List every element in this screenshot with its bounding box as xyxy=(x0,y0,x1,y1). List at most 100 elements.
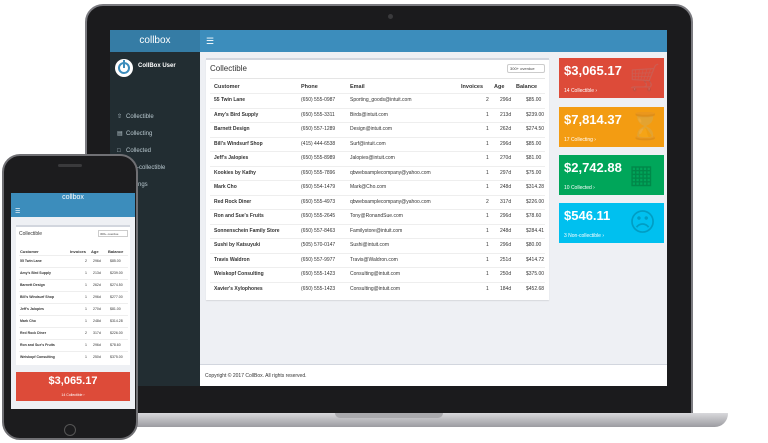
cell-phone: (650) 555-1423 xyxy=(301,271,336,277)
table-row[interactable]: Barnett Design (650) 557-1289 Design@intui… xyxy=(210,122,545,136)
summary-link[interactable]: 3 Non-collectible › xyxy=(564,233,605,239)
col-header-invoices[interactable]: Invoices xyxy=(461,84,484,90)
overdue-filter-select[interactable]: 300+ overdue xyxy=(507,64,545,73)
phone-screen: collbox ☰ Collectible 300+ overdue Custo… xyxy=(11,193,135,409)
col-header-balance[interactable]: Balance xyxy=(516,84,538,90)
cell-phone: (650) 555-2645 xyxy=(301,213,336,219)
table-row[interactable]: Red Rock Diner 2 317d $226.00 xyxy=(19,327,128,339)
table-row[interactable]: Red Rock Diner (650) 555-4973 qbwebsamplec… xyxy=(210,194,545,209)
table-row[interactable]: Mark Cho (650) 554-1479 Mark@Cho.com 1 248d $… xyxy=(210,180,545,194)
phone-collectible-summary-box[interactable]: $3,065.17 14 Collectible › xyxy=(16,372,130,401)
cell-invoices: 1 xyxy=(486,227,489,234)
table-row[interactable]: Jeff's Jalopies 1 270d $81.00 xyxy=(19,303,128,315)
col-header-customer[interactable]: Customer xyxy=(20,249,39,254)
collectible-summary-box[interactable]: $3,065.17 14 Collectible › 🛒 xyxy=(559,58,664,98)
cell-customer: Mark Cho xyxy=(20,319,36,323)
overdue-filter-select[interactable]: 300+ overdue xyxy=(98,230,128,237)
table-row[interactable]: Weiskopf Consulting 1 250d $375.00 xyxy=(19,351,128,363)
cell-email: Surf@intuit.com xyxy=(350,140,386,147)
speaker xyxy=(58,164,82,167)
summary-link[interactable]: 17 Collecting › xyxy=(564,137,596,143)
cell-customer: 55 Twin Lane xyxy=(20,259,42,263)
upload-icon: ⇧ xyxy=(117,114,123,120)
hamburger-menu-icon[interactable]: ☰ xyxy=(206,36,215,46)
col-header-age[interactable]: Age xyxy=(494,84,505,90)
cell-balance: $414.72 xyxy=(526,256,545,263)
collected-summary-box[interactable]: $2,742.88 10 Collected › ▦ xyxy=(559,155,664,195)
cell-email: Design@intuit.com xyxy=(350,126,393,132)
summary-link[interactable]: 14 Collectible › xyxy=(61,393,85,397)
table-row[interactable]: Amy's Bird Supply 1 213d $239.00 xyxy=(19,267,128,279)
cell-customer: Barnett Design xyxy=(214,126,250,132)
table-row[interactable]: Sonnenschein Family Store (650) 557-8463 F… xyxy=(210,223,545,238)
table-row[interactable]: Mark Cho 1 248d $314.28 xyxy=(19,315,128,327)
table-row[interactable]: Travis Waldron (650) 557-9977 Travis@Waldr… xyxy=(210,252,545,267)
col-header-customer[interactable]: Customer xyxy=(214,84,240,90)
collecting-summary-box[interactable]: $7,814.37 17 Collecting › ⌛ xyxy=(559,107,664,147)
cell-invoices: 1 xyxy=(486,184,489,190)
summary-link[interactable]: 10 Collected › xyxy=(564,185,595,191)
sidebar-item-collectible[interactable]: ⇧ Collectible xyxy=(117,111,154,123)
cell-invoices: 1 xyxy=(486,242,489,248)
summary-amount: $7,814.37 xyxy=(564,112,622,127)
table-row[interactable]: Barnett Design 1 262d $274.50 xyxy=(19,279,128,291)
sidebar-item-label: Collectible xyxy=(126,114,154,120)
money-icon: ▦ xyxy=(629,159,654,189)
cell-balance: $226.00 xyxy=(526,198,545,205)
cell-age: 262d xyxy=(500,126,512,132)
noncollectible-summary-box[interactable]: $546.11 3 Non-collectible › ☹ xyxy=(559,203,664,243)
sidebar-item-collecting[interactable]: ▤ Collecting xyxy=(117,128,152,140)
cell-balance: $314.28 xyxy=(526,184,545,190)
table-row[interactable]: Kookies by Kathy (650) 555-7896 qbwebsampl… xyxy=(210,165,545,180)
table-row[interactable]: Amy's Bird Supply (650) 555-3311 Birds@int… xyxy=(210,107,545,122)
col-header-email[interactable]: Email xyxy=(350,84,365,90)
cell-invoices: 1 xyxy=(486,111,489,118)
cell-phone: (505) 570-0147 xyxy=(301,242,336,248)
cell-email: Tony@RonandSue.com xyxy=(350,213,403,219)
table-row[interactable]: Bill's Windsurf Shop (415) 444-6538 Surf@i… xyxy=(210,136,545,151)
phone-menu-bar: ☰ xyxy=(11,207,135,217)
col-header-invoices[interactable]: Invoices xyxy=(70,249,87,254)
table-row[interactable]: Ron and Sue's Fruits (650) 555-2645 Tony@R… xyxy=(210,209,545,223)
cell-invoices: 1 xyxy=(486,285,489,292)
table-row[interactable]: Jeff's Jalopies (650) 555-8989 Jalopies@in… xyxy=(210,151,545,165)
cell-balance: $314.28 xyxy=(110,319,123,323)
cell-balance: $81.00 xyxy=(110,307,121,311)
cell-phone: (650) 555-1423 xyxy=(301,285,336,292)
cell-balance: $274.50 xyxy=(526,126,545,132)
summary-link[interactable]: 14 Collectible › xyxy=(564,88,598,94)
table-row[interactable]: Bill's Windsurf Shop 1 296d $277.00 xyxy=(19,291,128,303)
phone-app-logo[interactable]: collbox xyxy=(62,194,84,201)
cell-invoices: 1 xyxy=(85,343,87,347)
cell-balance: $284.41 xyxy=(526,227,545,234)
table-row[interactable]: Xavier's Xylophones (650) 555-1423 Consult… xyxy=(210,281,545,296)
power-icon xyxy=(115,59,133,77)
table-row[interactable]: Ron and Sue's Fruits 1 296d $78.60 xyxy=(19,339,128,351)
sidebar-item-collected[interactable]: □ Collected xyxy=(117,145,151,157)
summary-amount: $2,742.88 xyxy=(564,160,622,175)
cell-phone: (650) 557-9977 xyxy=(301,256,336,263)
cell-age: 250d xyxy=(500,271,512,277)
cell-invoices: 2 xyxy=(85,259,87,263)
cell-customer: Ron and Sue's Fruits xyxy=(214,213,264,219)
table-row[interactable]: Sushi by Katsuyuki (505) 570-0147 Sushi@in… xyxy=(210,238,545,252)
hamburger-menu-icon[interactable]: ☰ xyxy=(15,209,21,215)
cell-age: 270d xyxy=(500,155,512,161)
cell-customer: Barnett Design xyxy=(20,283,45,287)
cell-age: 248d xyxy=(500,184,512,190)
table-row[interactable]: 55 Twin Lane 2 296d $85.00 xyxy=(19,255,128,267)
cell-invoices: 1 xyxy=(486,169,489,176)
table-row[interactable]: Weiskopf Consulting (650) 555-1423 Consult… xyxy=(210,267,545,281)
cell-balance: $85.00 xyxy=(110,259,121,263)
shopping-cart-icon: 🛒 xyxy=(629,62,662,92)
app-logo[interactable]: collbox xyxy=(110,30,200,52)
cell-age: 296d xyxy=(93,295,101,299)
cell-age: 296d xyxy=(500,242,512,248)
col-header-balance[interactable]: Balance xyxy=(108,249,124,254)
cell-balance: $239.00 xyxy=(526,111,545,118)
cell-invoices: 2 xyxy=(85,331,87,335)
col-header-phone[interactable]: Phone xyxy=(301,84,318,90)
cell-balance: $375.00 xyxy=(526,271,545,277)
table-row[interactable]: 55 Twin Lane (650) 555-0987 Sporting_goods… xyxy=(210,93,545,107)
col-header-age[interactable]: Age xyxy=(91,249,99,254)
